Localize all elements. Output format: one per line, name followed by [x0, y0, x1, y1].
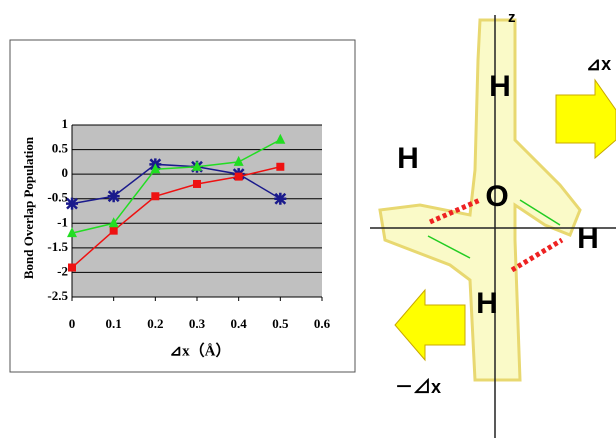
marker — [66, 197, 78, 210]
shift-label: －⊿x — [395, 377, 441, 397]
atom-label: H — [577, 222, 599, 255]
axis-label: z — [508, 9, 516, 26]
marker — [275, 133, 286, 144]
marker — [108, 217, 119, 228]
marker — [192, 160, 202, 171]
bond — [427, 235, 471, 259]
interaction — [510, 237, 564, 273]
marker — [109, 226, 118, 235]
shift-label: ⊿x — [586, 54, 611, 74]
y-tick-label: -1 — [57, 214, 68, 229]
interaction — [428, 197, 482, 225]
atom-label: H — [489, 70, 511, 103]
atom-label: H — [397, 142, 419, 175]
x-tick-label: 0.6 — [314, 316, 331, 331]
y-tick-label: 0 — [62, 165, 69, 180]
atom-label: O — [485, 180, 508, 213]
series-line — [71, 139, 281, 234]
y-tick-label: -2 — [57, 263, 68, 278]
atom-label: H — [476, 287, 498, 320]
plot-area — [72, 125, 322, 297]
x-tick-label: 0.3 — [189, 316, 206, 331]
arrow-left — [394, 288, 466, 362]
marker — [233, 155, 244, 166]
marker — [67, 227, 77, 238]
diagram: z H H H H O ⊿x －⊿x — [370, 9, 616, 438]
x-tick-label: 0.5 — [272, 316, 289, 331]
y-tick-label: -1.5 — [47, 239, 68, 254]
y-axis-label: Bond Overlap Population — [21, 136, 36, 279]
y-tick-label: -2.5 — [47, 288, 68, 303]
bond — [519, 199, 561, 226]
marker — [234, 172, 243, 181]
orbital-shape — [378, 18, 582, 382]
y-tick-label: 1 — [62, 116, 69, 131]
y-tick-label: 0.5 — [52, 141, 69, 156]
x-tick-label: 0.2 — [147, 316, 163, 331]
marker — [150, 163, 161, 174]
marker — [276, 162, 285, 171]
series-line — [71, 166, 281, 269]
x-tick-label: 0.4 — [231, 316, 248, 331]
marker — [193, 179, 201, 188]
marker — [274, 192, 287, 205]
marker — [68, 263, 76, 272]
arrow-right — [555, 78, 616, 160]
x-tick-label: 0.1 — [106, 316, 122, 331]
series-line — [71, 163, 281, 205]
marker — [107, 190, 120, 203]
x-axis-label: ⊿x（Å） — [170, 341, 231, 359]
x-tick-label: 0 — [69, 316, 76, 331]
y-tick-label: -0.5 — [47, 190, 68, 205]
marker — [151, 192, 160, 201]
